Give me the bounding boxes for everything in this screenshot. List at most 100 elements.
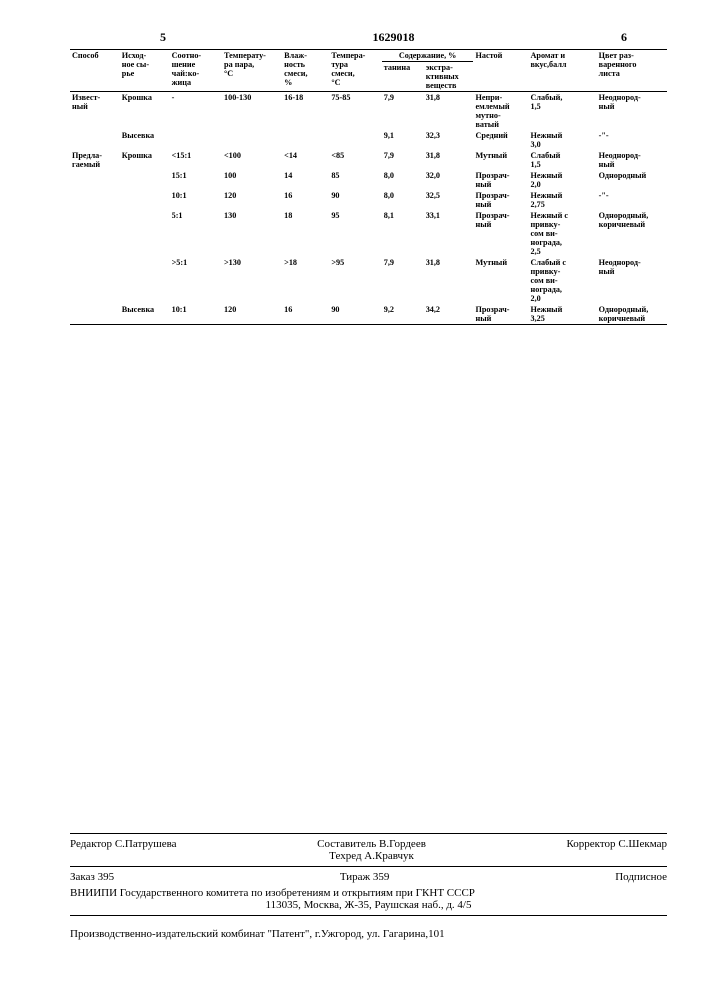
table-cell: 34,2 (424, 304, 474, 325)
table-cell: - (170, 92, 222, 131)
table-cell (222, 130, 282, 150)
col-aromat: Аромат ивкус,балл (529, 50, 597, 92)
table-cell: Высевка (120, 130, 170, 150)
table-cell: 5:1 (170, 210, 222, 257)
col-sootn: Соотно-шениечай:ко-жица (170, 50, 222, 92)
table-cell: 7,9 (382, 92, 424, 131)
table-cell: 120 (222, 304, 282, 325)
table-row: 15:110014858,032,0Прозрач-ныйНежный2,0Од… (70, 170, 667, 190)
table-row: 5:113018958,133,1Прозрач-ныйНежный сприв… (70, 210, 667, 257)
table-cell: 10:1 (170, 304, 222, 325)
table-cell (70, 210, 120, 257)
table-cell: Однородный,коричневый (597, 304, 667, 325)
table-cell: 8,0 (382, 170, 424, 190)
table-cell: Нежный2,0 (529, 170, 597, 190)
table-cell: 16-18 (282, 92, 329, 131)
table-cell (70, 130, 120, 150)
table-cell: <100 (222, 150, 282, 170)
table-cell: Нежный3,0 (529, 130, 597, 150)
table-cell: 31,8 (424, 92, 474, 131)
table-cell: 90 (329, 190, 381, 210)
table-cell: 85 (329, 170, 381, 190)
table-cell: Высевка (120, 304, 170, 325)
table-cell: -"- (597, 130, 667, 150)
table-cell: 32,3 (424, 130, 474, 150)
tirage: Тираж 359 (340, 871, 390, 883)
table-cell: 33,1 (424, 210, 474, 257)
org-info: ВНИИПИ Государственного комитета по изоб… (70, 887, 667, 911)
table-cell: 7,9 (382, 150, 424, 170)
corrector-line: Корректор С.Шекмар (567, 838, 667, 862)
table-cell (120, 190, 170, 210)
table-cell (120, 170, 170, 190)
col-sposob: Способ (70, 50, 120, 92)
table-cell: 10:1 (170, 190, 222, 210)
table-cell: Прозрач-ный (473, 304, 528, 325)
middle-credits: Составитель В.Гордеев Техред А.Кравчук (317, 838, 426, 862)
table-cell: Нежный спривку-сом ви-нограда,2,5 (529, 210, 597, 257)
table-cell: -"- (597, 190, 667, 210)
table-cell: 31,8 (424, 150, 474, 170)
table-row: Высевка10:112016909,234,2Прозрач-ныйНежн… (70, 304, 667, 325)
table-cell: 90 (329, 304, 381, 325)
table-cell: Нежный2,75 (529, 190, 597, 210)
table-cell (120, 210, 170, 257)
table-row: Высевка9,132,3СреднийНежный3,0-"- (70, 130, 667, 150)
table-cell: <85 (329, 150, 381, 170)
table-cell: >95 (329, 257, 381, 304)
order: Заказ 395 (70, 871, 114, 883)
table-cell: 75-85 (329, 92, 381, 131)
table-cell: Мутный (473, 257, 528, 304)
table-cell: Нежный3,25 (529, 304, 597, 325)
table-cell: <15:1 (170, 150, 222, 170)
table-cell (70, 190, 120, 210)
table-cell: >18 (282, 257, 329, 304)
col-syrje: Исход-ное сы-рье (120, 50, 170, 92)
footer: Редактор С.Патрушева Составитель В.Горде… (70, 829, 667, 940)
table-cell: Однородный,коричневый (597, 210, 667, 257)
table-cell: Крошка (120, 150, 170, 170)
table-cell: 130 (222, 210, 282, 257)
page-num-right: 6 (621, 30, 627, 45)
table-cell: Прозрач-ный (473, 210, 528, 257)
table-cell: Слабый1,5 (529, 150, 597, 170)
table-cell: 9,2 (382, 304, 424, 325)
col-vlazh: Влаж-ностьсмеси,% (282, 50, 329, 92)
table-cell: Неоднород-ный (597, 92, 667, 131)
table-cell: Слабый спривку-сом ви-нограда,2,0 (529, 257, 597, 304)
table-cell: 32,0 (424, 170, 474, 190)
table-cell (70, 304, 120, 325)
table-cell (70, 170, 120, 190)
production-info: Производственно-издательский комбинат "П… (70, 928, 667, 940)
table-cell: 16 (282, 304, 329, 325)
page-num-left: 5 (160, 30, 166, 45)
table-cell: 16 (282, 190, 329, 210)
table-cell: Извест-ный (70, 92, 120, 131)
table-cell: 32,5 (424, 190, 474, 210)
col-temp-para: Температу-ра пара,°С (222, 50, 282, 92)
table-row: >5:1>130>18>957,931,8МутныйСлабый спривк… (70, 257, 667, 304)
table-cell: 100-130 (222, 92, 282, 131)
table-cell (120, 257, 170, 304)
subscription: Подписное (615, 871, 667, 883)
table-cell (70, 257, 120, 304)
table-cell: Средний (473, 130, 528, 150)
table-row: Предла-гаемыйКрошка<15:1<100<14<857,931,… (70, 150, 667, 170)
table-cell: 100 (222, 170, 282, 190)
data-table: Способ Исход-ное сы-рье Соотно-шениечай:… (70, 49, 667, 325)
table-cell: Непри-емлемыймутно-ватый (473, 92, 528, 131)
col-cvet: Цвет раз-варенноголиста (597, 50, 667, 92)
table-cell: 31,8 (424, 257, 474, 304)
table-row: Извест-ныйКрошка-100-13016-1875-857,931,… (70, 92, 667, 131)
table-cell: Предла-гаемый (70, 150, 120, 170)
table-cell: Прозрач-ный (473, 190, 528, 210)
table-cell: <14 (282, 150, 329, 170)
table-cell (329, 130, 381, 150)
table-cell: 8,0 (382, 190, 424, 210)
col-temp-smesi: Темпера-турасмеси,°С (329, 50, 381, 92)
table-cell (170, 130, 222, 150)
table-cell (282, 130, 329, 150)
table-cell: 95 (329, 210, 381, 257)
table-cell: Мутный (473, 150, 528, 170)
table-cell: 14 (282, 170, 329, 190)
